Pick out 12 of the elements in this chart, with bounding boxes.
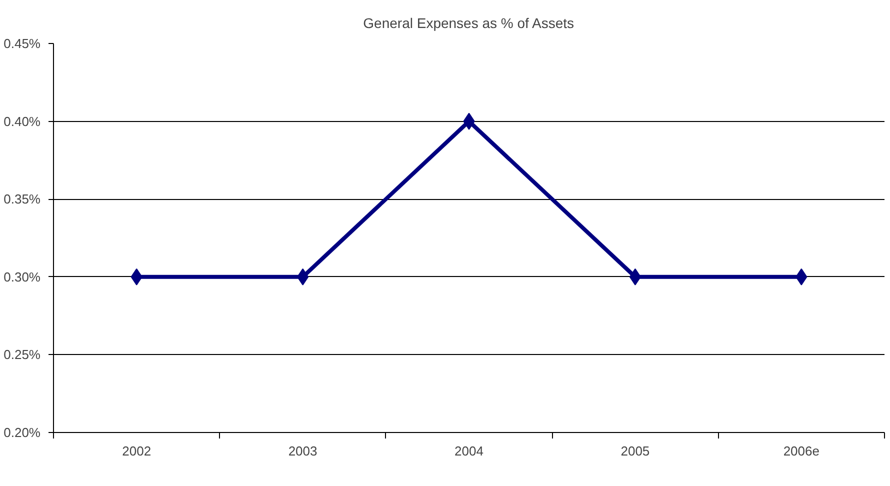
x-tick-label: 2006e xyxy=(783,444,820,458)
x-tick-label: 2005 xyxy=(620,444,650,458)
y-tick-label: 0.25% xyxy=(4,347,41,362)
chart-title: General Expenses as % of Assets xyxy=(363,15,574,31)
y-tick-label: 0.20% xyxy=(4,425,41,440)
x-tick-label: 2003 xyxy=(288,444,318,458)
x-tick-label: 2004 xyxy=(454,444,484,458)
y-tick-label: 0.35% xyxy=(4,192,41,207)
y-tick-label: 0.45% xyxy=(4,36,41,51)
x-tick-label: 2002 xyxy=(122,444,152,458)
y-tick-label: 0.40% xyxy=(4,114,41,129)
y-tick-label: 0.30% xyxy=(4,269,41,284)
